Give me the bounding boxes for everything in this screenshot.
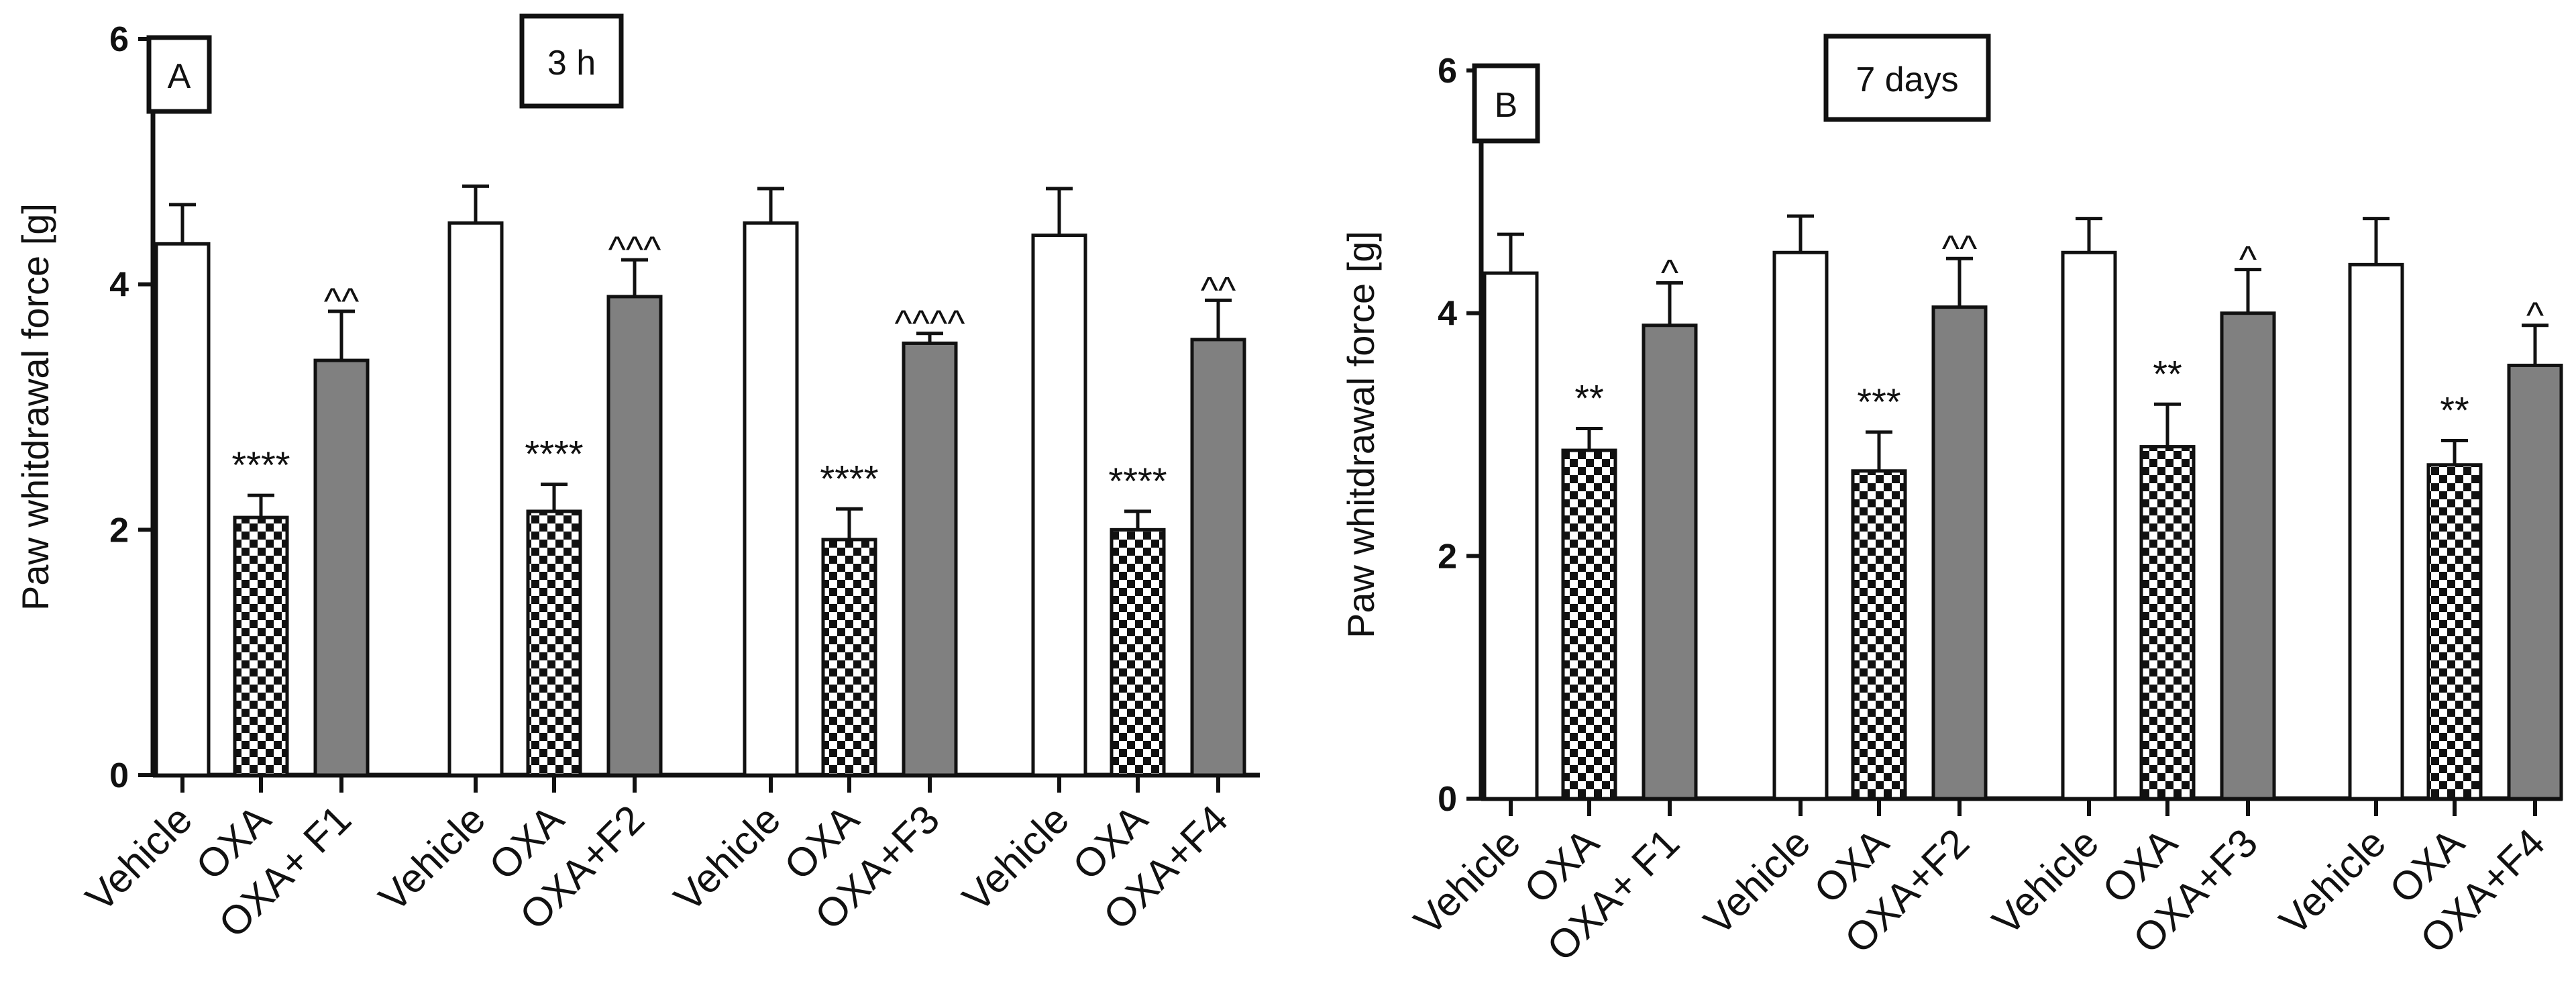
- category-label: Vehicle: [1695, 820, 1819, 944]
- significance-marker: ^^: [324, 280, 360, 322]
- significance-marker: ^: [1661, 251, 1678, 293]
- bar: [606, 295, 663, 777]
- category-label: Vehicle: [1984, 820, 2107, 944]
- panel-label-box: [146, 35, 212, 114]
- bar: [1561, 448, 1617, 801]
- panel-b: 0 2 4 6 Paw whitdrawal force [g] 7 days B Vehic…: [1340, 34, 2563, 970]
- bar: [1190, 338, 1246, 777]
- y-tick-label: 2: [1438, 537, 1457, 576]
- significance-marker: ^^: [1201, 268, 1236, 311]
- bar: [1642, 323, 1698, 801]
- significance-marker: ^^^: [608, 228, 661, 270]
- significance-marker: ^: [2239, 238, 2257, 281]
- bar: [743, 221, 799, 777]
- category-label: Vehicle: [1405, 820, 1529, 944]
- bar: [902, 341, 958, 777]
- bar: [526, 509, 582, 777]
- bar: [2348, 262, 2404, 801]
- significance-marker: ^: [2526, 294, 2544, 336]
- bar: [2139, 445, 2196, 801]
- panel-label: B: [1495, 86, 1518, 125]
- bar: [1772, 250, 1829, 801]
- category-label: Vehicle: [2271, 820, 2394, 944]
- significance-marker: ****: [525, 433, 583, 475]
- panel-label: A: [168, 57, 191, 96]
- bar: [821, 538, 877, 777]
- y-tick-label: 4: [1438, 295, 1457, 334]
- significance-marker: **: [2440, 389, 2469, 432]
- panel-label-box: [1472, 63, 1540, 144]
- chart-title: 3 h: [547, 44, 596, 83]
- bar: [1931, 305, 1988, 801]
- y-tick-label: 0: [1438, 780, 1457, 819]
- significance-marker: ^^: [1942, 227, 1978, 269]
- category-label: Vehicle: [665, 797, 789, 920]
- y-axis-title: Paw whitdrawal force [g]: [1340, 231, 1382, 638]
- y-tick-label: 6: [109, 20, 129, 59]
- bar: [313, 358, 370, 777]
- bar: [1851, 469, 1907, 801]
- category-label: Vehicle: [954, 797, 1077, 920]
- category-label: Vehicle: [77, 797, 201, 920]
- category-label: Vehicle: [370, 797, 494, 920]
- bar: [447, 221, 504, 777]
- significance-marker: **: [1574, 377, 1604, 419]
- bar: [1483, 271, 1539, 801]
- y-tick-label: 4: [109, 266, 129, 305]
- bar: [2507, 363, 2563, 801]
- significance-marker: ***: [1857, 381, 1900, 423]
- significance-marker: **: [2153, 352, 2182, 395]
- chart-title: 7 days: [1856, 60, 1958, 99]
- significance-marker: ^^^^: [894, 302, 965, 344]
- y-tick-label: 2: [109, 511, 129, 550]
- bar: [233, 515, 289, 777]
- significance-marker: ****: [231, 444, 290, 486]
- chart-title-box: [1823, 34, 1991, 122]
- y-axis-title: Paw whitdrawal force [g]: [14, 203, 56, 611]
- y-tick-label: 0: [109, 756, 129, 795]
- bar: [154, 242, 211, 777]
- significance-marker: ****: [1108, 460, 1167, 502]
- bar: [2426, 463, 2483, 801]
- significance-marker: ****: [820, 457, 878, 499]
- bar: [2061, 250, 2117, 801]
- chart-title-box: [519, 13, 624, 109]
- bar: [2220, 311, 2276, 801]
- bar: [1110, 528, 1166, 777]
- y-tick-label: 6: [1438, 52, 1457, 91]
- bar: [1031, 234, 1087, 777]
